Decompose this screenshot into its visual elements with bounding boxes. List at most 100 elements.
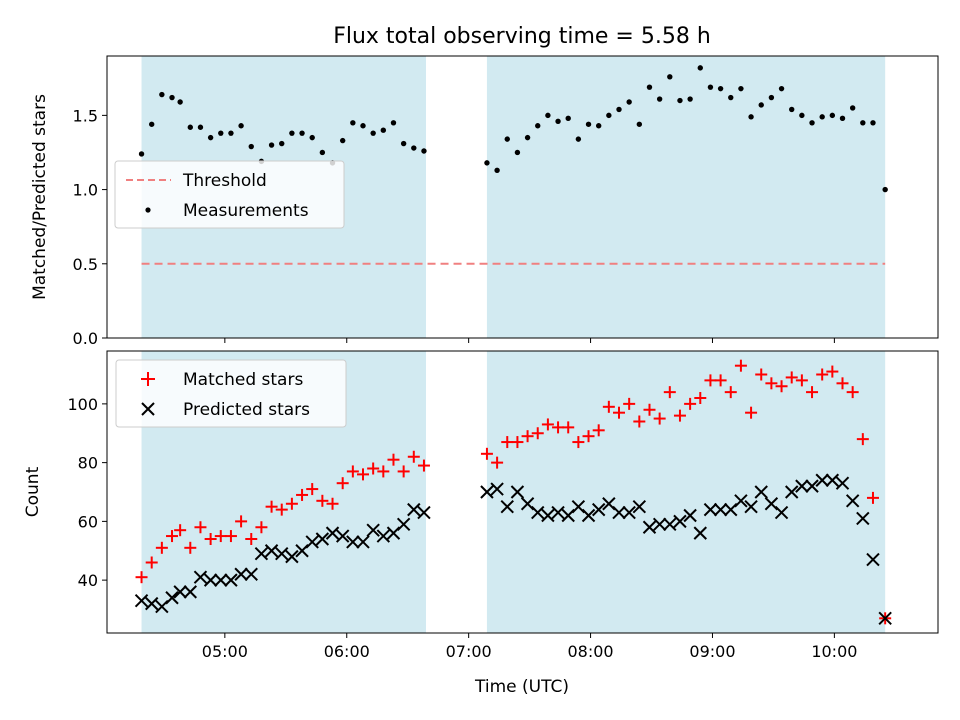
measurement-point — [319, 149, 326, 156]
x-tick-label: 10:00 — [811, 642, 857, 661]
y-tick-label: 1.0 — [73, 181, 98, 200]
matched-star-point — [836, 377, 849, 390]
matched-star-point — [357, 468, 370, 481]
matched-star-point — [214, 530, 227, 543]
matched-star-point — [184, 541, 197, 554]
measurement-point — [697, 65, 703, 71]
measurement-point — [350, 120, 356, 126]
matched-star-point — [377, 465, 390, 478]
predicted-star-point — [825, 473, 840, 487]
measurement-point — [169, 94, 175, 101]
predicted-star-point — [376, 529, 391, 543]
measurement-point — [524, 134, 531, 141]
matched-star-point — [643, 403, 656, 416]
measurement-point — [535, 123, 541, 129]
x-tick-label: 06:00 — [324, 642, 370, 661]
predicted-star-point — [663, 517, 677, 532]
measurement-point — [177, 99, 183, 105]
measurements-legend-label: Measurements — [183, 201, 309, 221]
measurement-point — [768, 94, 775, 101]
y-tick-label: 1.5 — [73, 106, 98, 125]
predicted-star-point — [805, 479, 819, 493]
x-tick-label: 05:00 — [202, 642, 248, 661]
top-legend-box — [114, 160, 345, 229]
matched-star-point — [397, 465, 410, 478]
predicted-star-point — [866, 552, 880, 567]
predicted-star-point — [642, 520, 657, 534]
measurement-point — [606, 112, 612, 119]
measurement-point — [882, 186, 888, 193]
top-legend: Threshold Measurements — [114, 160, 345, 229]
y-tick-label: 40 — [78, 571, 98, 590]
measurement-point — [494, 167, 500, 173]
measurement-point — [585, 121, 592, 127]
matched-star-point — [724, 386, 737, 399]
measurement-point — [646, 84, 653, 90]
matched-star-point — [204, 533, 217, 545]
y-tick-label: 80 — [78, 454, 98, 473]
matched-star-point — [806, 386, 819, 399]
measurement-point — [370, 130, 376, 136]
measurement-point — [707, 84, 714, 90]
matched-star-point — [235, 515, 248, 528]
matched-star-point — [387, 453, 400, 466]
measurement-point — [484, 160, 490, 166]
y-tick-label: 60 — [78, 512, 98, 531]
bottom-legend-box — [115, 359, 347, 428]
measurement-point — [738, 85, 744, 92]
y-tick-label: 0.0 — [73, 329, 98, 348]
matched-star-point — [541, 418, 554, 431]
matched-star-point — [673, 409, 686, 422]
matched-star-point — [407, 450, 420, 463]
predicted-star-point — [165, 591, 179, 605]
measurement-point — [187, 124, 194, 130]
predicted-star-point — [305, 535, 319, 549]
matched-star-point — [694, 392, 707, 404]
measurement-point — [555, 118, 561, 125]
predicted-star-point — [254, 546, 269, 561]
measurement-point — [207, 134, 214, 141]
predicted-star-point — [785, 485, 799, 499]
predicted-star-point — [774, 505, 789, 520]
matched-star-point — [572, 436, 585, 449]
predicted-star-point — [356, 535, 370, 549]
measurement-point — [687, 96, 693, 102]
matched-star-point — [816, 368, 829, 381]
predicted-star-point — [541, 508, 555, 523]
matched-legend-label: Matched stars — [183, 370, 303, 390]
matched-star-point — [285, 497, 298, 510]
matched-star-point — [775, 380, 788, 393]
predicted-star-point — [744, 499, 758, 514]
matched-legend-swatch — [141, 372, 155, 386]
bottom-legend: Matched stars Predicted stars — [115, 359, 347, 428]
matched-star-point — [653, 412, 666, 425]
matched-star-point — [684, 397, 697, 410]
x-axis-label: Time (UTC) — [474, 677, 569, 697]
measurement-point — [656, 96, 663, 102]
predicted-star-point — [878, 611, 892, 626]
matched-star-point — [166, 530, 179, 543]
measurement-point — [400, 140, 407, 147]
matched-star-point — [511, 436, 524, 449]
matched-star-point — [255, 521, 268, 534]
predicted-star-point — [325, 526, 340, 540]
measurement-point — [575, 136, 582, 142]
measurement-point — [626, 99, 632, 105]
observing-interval-shade — [486, 351, 886, 633]
matched-star-point — [346, 465, 359, 478]
predicted-star-point — [335, 529, 350, 543]
predicted-star-point — [346, 535, 360, 549]
measurement-point — [159, 91, 165, 98]
matched-star-point — [734, 359, 747, 372]
matched-star-point — [296, 488, 309, 501]
predicted-star-point — [815, 473, 829, 487]
predicted-star-point — [683, 508, 697, 523]
predicted-star-point — [134, 593, 149, 608]
matched-star-point — [521, 430, 534, 443]
measurement-point — [819, 114, 825, 120]
measurement-point — [860, 120, 866, 126]
measurement-point — [595, 123, 602, 129]
measurement-point — [829, 112, 836, 119]
predicted-star-point — [856, 511, 870, 526]
